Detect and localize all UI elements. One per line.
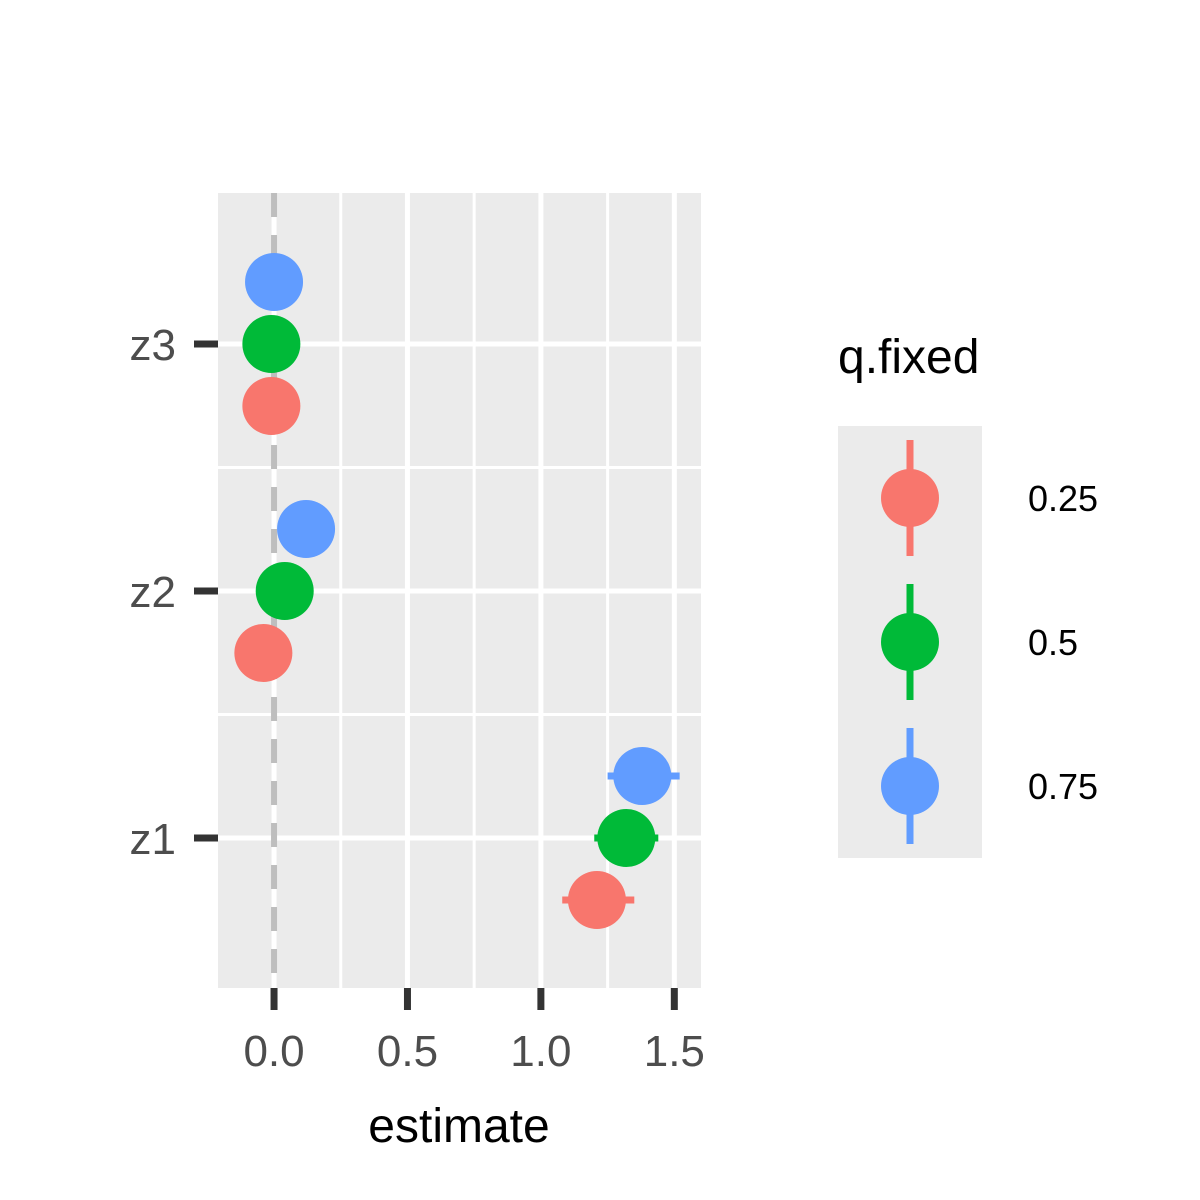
legend-key-marker [881, 469, 939, 527]
point-marker [234, 624, 293, 682]
series-marks [234, 253, 680, 929]
point-z1-q0.25 [562, 871, 635, 929]
point-marker [255, 562, 314, 620]
legend: q.fixed 0.25 0.5 0.75 [838, 331, 1098, 858]
point-z2-q0.5 [255, 562, 314, 620]
point-marker [597, 809, 656, 867]
point-marker [613, 747, 672, 805]
point-marker [567, 871, 626, 929]
y-tick-label: z3 [130, 321, 176, 370]
legend-items: 0.25 0.5 0.75 [881, 440, 1098, 844]
point-z3-q0.75 [245, 253, 304, 311]
point-z2-q0.25 [234, 624, 293, 682]
legend-title: q.fixed [838, 331, 979, 384]
point-marker [242, 315, 301, 373]
point-z1-q0.5 [594, 809, 659, 867]
x-tick-label: 0.0 [243, 1027, 304, 1076]
x-axis-title: estimate [368, 1100, 549, 1153]
point-z3-q0.5 [242, 315, 301, 373]
x-axis: 0.0 0.5 1.0 1.5 [243, 988, 705, 1076]
legend-item-q0.25: 0.25 [881, 440, 1098, 556]
legend-label: 0.75 [1028, 766, 1098, 807]
point-marker [277, 500, 336, 558]
y-tick-label: z2 [130, 568, 176, 617]
x-tick-label: 0.5 [377, 1027, 438, 1076]
point-z1-q0.75 [607, 747, 680, 805]
legend-key-marker [881, 757, 939, 815]
x-tick-label: 1.0 [510, 1027, 571, 1076]
y-axis: z1 z2 z3 [130, 321, 218, 864]
legend-key-marker [881, 613, 939, 671]
point-marker [242, 377, 301, 435]
point-z3-q0.25 [242, 377, 301, 435]
x-tick-label: 1.5 [644, 1027, 705, 1076]
y-tick-label: z1 [130, 815, 176, 864]
legend-item-q0.75: 0.75 [881, 728, 1098, 844]
point-marker [245, 253, 304, 311]
point-z2-q0.75 [277, 500, 336, 558]
legend-label: 0.25 [1028, 478, 1098, 519]
legend-item-q0.5: 0.5 [881, 584, 1078, 700]
legend-label: 0.5 [1028, 622, 1078, 663]
